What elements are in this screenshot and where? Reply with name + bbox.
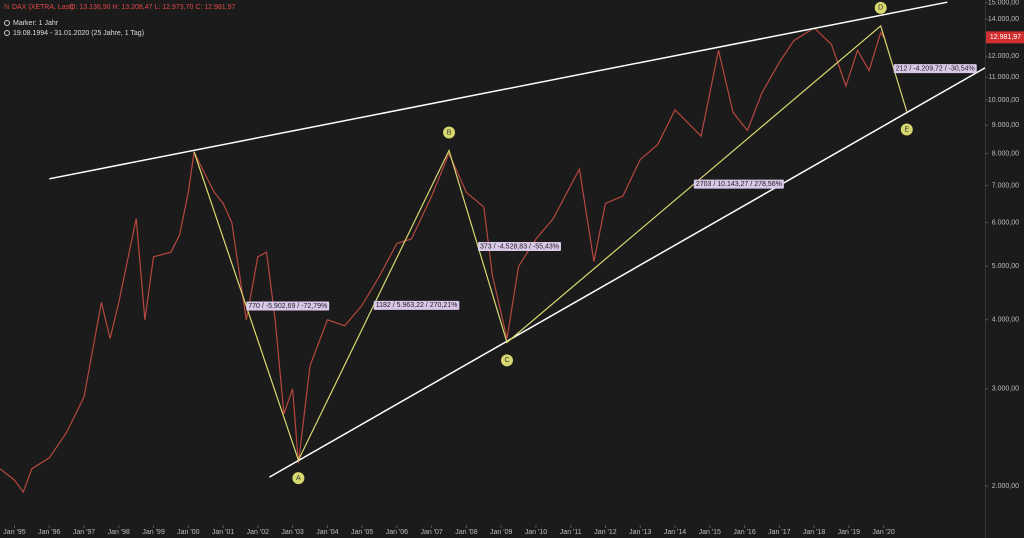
y-tick-label: 15.000,00 — [988, 0, 1019, 7]
symbol: DAX (XETRA, Last) — [12, 4, 73, 11]
x-tick-label: Jan '08 — [455, 529, 477, 536]
y-tick-label: 10.000,00 — [988, 97, 1019, 104]
x-tick-label: Jan '04 — [316, 529, 338, 536]
x-tick-label: Jan '19 — [838, 529, 860, 536]
x-tick-label: Jan '95 — [3, 529, 25, 536]
annotation-box — [693, 179, 784, 189]
last-price: 12.981,97 — [990, 34, 1021, 41]
wave-annotation: 2703 / 10.143,27 / 278,56% — [696, 181, 782, 188]
wave-annotation: 770 / -5.902,69 / -72,79% — [248, 303, 327, 310]
wave-marker — [500, 354, 513, 367]
x-tick-label: Jan '07 — [420, 529, 442, 536]
y-tick-label: 4.000,00 — [992, 317, 1019, 324]
y-tick-label: 3.000,00 — [992, 386, 1019, 393]
x-tick-label: Jan '98 — [108, 529, 130, 536]
wave-label: C — [504, 357, 509, 364]
y-tick-label: 9.000,00 — [992, 122, 1019, 129]
x-tick-label: Jan '99 — [142, 529, 164, 536]
x-tick-label: Jan '01 — [212, 529, 234, 536]
wave-annotation: 212 / -4.209,72 / -30,54% — [896, 66, 975, 73]
y-tick-label: 6.000,00 — [992, 219, 1019, 226]
x-tick-label: Jan '15 — [699, 529, 721, 536]
range: 19.08.1994 - 31.01.2020 (25 Jahre, 1 Tag… — [13, 30, 144, 37]
x-tick-label: Jan '18 — [803, 529, 825, 536]
y-tick-label: 2.000,00 — [992, 483, 1019, 490]
y-tick-label: 7.000,00 — [992, 182, 1019, 189]
price-line — [0, 27, 885, 494]
marker-icon — [4, 20, 10, 26]
x-tick-label: Jan '14 — [664, 529, 686, 536]
x-tick-label: Jan '13 — [629, 529, 651, 536]
symbol-icon: ℕ — [4, 3, 10, 11]
x-tick-label: Jan '00 — [177, 529, 199, 536]
trendline — [49, 1, 948, 180]
x-tick-label: Jan '06 — [386, 529, 408, 536]
x-tick-label: Jan '96 — [38, 529, 60, 536]
trendline — [269, 67, 986, 478]
annotation-box — [373, 300, 460, 310]
y-tick-label: 8.000,00 — [992, 150, 1019, 157]
x-tick-label: Jan '02 — [247, 529, 269, 536]
wave-label: B — [447, 129, 452, 136]
y-tick-label: 11.000,00 — [988, 74, 1019, 81]
annotation-box — [893, 64, 977, 74]
wave-annotation: 373 / -4.528,83 / -55,43% — [480, 243, 559, 250]
x-tick-label: Jan '03 — [281, 529, 303, 536]
wave-label: A — [296, 475, 301, 482]
ohlc: O: 13.136,90 H: 13.208,47 L: 12.973,70 C… — [70, 4, 236, 11]
wave-marker — [292, 472, 305, 485]
x-tick-label: Jan '11 — [560, 529, 582, 536]
annotation-box — [478, 241, 562, 251]
x-tick-label: Jan '16 — [733, 529, 755, 536]
wave-line — [193, 24, 908, 462]
x-tick-label: Jan '20 — [872, 529, 894, 536]
range-icon — [4, 30, 10, 36]
x-tick-label: Jan '05 — [351, 529, 373, 536]
y-tick-label: 14.000,00 — [988, 16, 1019, 23]
wave-annotation: 1182 / 5.963,22 / 270,21% — [376, 302, 458, 309]
marker: Marker: 1 Jahr — [13, 20, 59, 27]
x-tick-label: Jan '10 — [525, 529, 547, 536]
x-tick-label: Jan '09 — [490, 529, 512, 536]
wave-marker — [443, 126, 456, 139]
x-tick-label: Jan '12 — [594, 529, 616, 536]
wave-marker — [874, 1, 887, 14]
wave-label: E — [904, 126, 909, 133]
x-tick-label: Jan '97 — [73, 529, 95, 536]
wave-marker — [900, 123, 913, 136]
x-tick-label: Jan '17 — [768, 529, 790, 536]
y-tick-label: 12.000,00 — [988, 53, 1019, 60]
last-price-box — [986, 31, 1024, 44]
annotation-box — [246, 301, 330, 311]
y-tick-label: 5.000,00 — [992, 263, 1019, 270]
wave-label: D — [878, 5, 883, 12]
